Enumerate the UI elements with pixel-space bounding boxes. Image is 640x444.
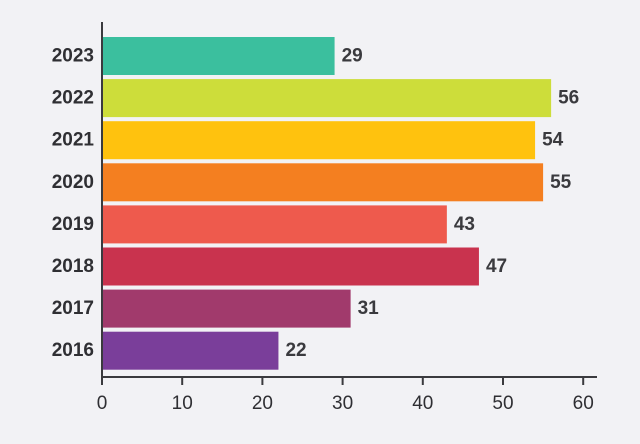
bar-2023 <box>102 37 335 75</box>
value-label-2019: 43 <box>454 214 475 235</box>
value-label-2016: 22 <box>285 340 306 361</box>
bar-2021 <box>102 121 536 160</box>
x-tick-label-40: 40 <box>412 393 433 414</box>
category-label-2016: 2016 <box>52 340 94 361</box>
bar-2018 <box>102 247 479 286</box>
category-label-2019: 2019 <box>52 214 94 235</box>
axes <box>101 22 597 385</box>
value-label-2018: 47 <box>486 256 507 277</box>
x-tick-label-10: 10 <box>172 393 193 414</box>
bar-2022 <box>102 79 552 118</box>
category-label-2023: 2023 <box>52 46 94 67</box>
bar-2020 <box>102 163 544 202</box>
category-label-2018: 2018 <box>52 256 94 277</box>
x-tick-label-20: 20 <box>252 393 273 414</box>
value-label-2021: 54 <box>542 130 564 151</box>
value-label-2017: 31 <box>358 298 380 319</box>
x-tick-label-60: 60 <box>573 393 594 414</box>
x-tick-label-30: 30 <box>332 393 353 414</box>
x-tick-label-0: 0 <box>97 393 108 414</box>
labels: 2023 29 2022 56 2021 54 2020 55 2019 43 2018 47 2017… <box>52 46 580 362</box>
x-axis-ticks: 0 10 20 30 40 50 60 <box>97 377 594 414</box>
x-tick-label-50: 50 <box>492 393 513 414</box>
bar-2016 <box>102 331 279 370</box>
category-label-2020: 2020 <box>52 172 94 193</box>
value-label-2023: 29 <box>342 46 363 67</box>
bar-2017 <box>102 289 351 328</box>
category-label-2021: 2021 <box>52 130 95 151</box>
category-label-2017: 2017 <box>52 298 94 319</box>
value-label-2020: 55 <box>550 172 572 193</box>
bar-2019 <box>102 205 447 244</box>
bars <box>102 37 552 370</box>
category-label-2022: 2022 <box>52 88 94 109</box>
value-label-2022: 56 <box>558 88 579 109</box>
